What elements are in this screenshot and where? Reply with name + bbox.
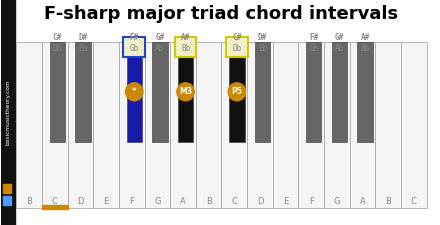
Bar bbox=[247, 42, 273, 208]
Text: Db: Db bbox=[232, 44, 242, 53]
Bar bbox=[357, 42, 373, 142]
Text: B: B bbox=[385, 196, 391, 205]
Bar bbox=[127, 42, 142, 142]
Text: Gb: Gb bbox=[130, 44, 139, 53]
Text: E: E bbox=[283, 196, 288, 205]
Bar bbox=[42, 205, 68, 209]
Bar bbox=[401, 42, 427, 208]
Text: G: G bbox=[154, 196, 161, 205]
Bar bbox=[229, 42, 245, 142]
Text: basicmusictheory.com: basicmusictheory.com bbox=[6, 80, 11, 145]
Text: Ab: Ab bbox=[155, 44, 165, 53]
Text: Eb: Eb bbox=[258, 44, 267, 53]
Text: F#: F# bbox=[309, 33, 319, 42]
Bar bbox=[42, 42, 68, 208]
Bar bbox=[226, 37, 248, 57]
Text: D#: D# bbox=[258, 33, 267, 42]
Bar bbox=[170, 42, 196, 208]
Text: P5: P5 bbox=[231, 87, 242, 96]
Bar bbox=[68, 42, 93, 208]
Text: Bb: Bb bbox=[360, 44, 370, 53]
Bar bbox=[93, 42, 119, 208]
Bar bbox=[196, 42, 221, 208]
Text: C: C bbox=[231, 196, 237, 205]
Bar bbox=[75, 42, 91, 142]
Text: C#: C# bbox=[53, 33, 62, 42]
Text: A#: A# bbox=[181, 33, 190, 42]
Bar bbox=[119, 42, 144, 208]
Text: A: A bbox=[359, 196, 365, 205]
Bar bbox=[50, 42, 65, 142]
Text: A: A bbox=[180, 196, 186, 205]
Bar bbox=[124, 37, 145, 57]
Bar bbox=[16, 42, 42, 208]
Text: F: F bbox=[129, 196, 134, 205]
Text: B: B bbox=[26, 196, 32, 205]
Bar bbox=[178, 42, 193, 142]
Text: B: B bbox=[206, 196, 212, 205]
Bar bbox=[1, 0, 15, 225]
Text: D: D bbox=[257, 196, 263, 205]
Text: Ab: Ab bbox=[335, 44, 344, 53]
Text: Eb: Eb bbox=[78, 44, 88, 53]
Bar bbox=[144, 42, 170, 208]
Bar bbox=[152, 42, 168, 142]
Text: C: C bbox=[411, 196, 417, 205]
Bar bbox=[3, 196, 11, 205]
Text: D#: D# bbox=[78, 33, 88, 42]
Text: G#: G# bbox=[155, 33, 165, 42]
Bar bbox=[175, 37, 196, 57]
Text: Gb: Gb bbox=[309, 44, 319, 53]
Text: F-sharp major triad chord intervals: F-sharp major triad chord intervals bbox=[44, 5, 399, 23]
Bar bbox=[298, 42, 324, 208]
Circle shape bbox=[228, 83, 246, 101]
Text: F#: F# bbox=[130, 33, 139, 42]
Text: M3: M3 bbox=[179, 87, 192, 96]
Circle shape bbox=[125, 83, 143, 101]
Text: A#: A# bbox=[360, 33, 370, 42]
Text: E: E bbox=[103, 196, 109, 205]
Bar bbox=[375, 42, 401, 208]
Bar bbox=[306, 42, 322, 142]
Bar bbox=[324, 42, 350, 208]
Bar bbox=[350, 42, 375, 208]
Text: G: G bbox=[334, 196, 340, 205]
Bar bbox=[3, 184, 11, 193]
Bar bbox=[273, 42, 298, 208]
Text: F: F bbox=[309, 196, 314, 205]
Text: Bb: Bb bbox=[181, 44, 190, 53]
Text: G#: G# bbox=[335, 33, 344, 42]
Circle shape bbox=[177, 83, 194, 101]
Bar bbox=[332, 42, 347, 142]
Text: C: C bbox=[52, 196, 58, 205]
Text: Db: Db bbox=[53, 44, 62, 53]
Text: D: D bbox=[77, 196, 84, 205]
Text: C#: C# bbox=[232, 33, 242, 42]
Bar bbox=[255, 42, 270, 142]
Bar bbox=[221, 42, 247, 208]
Text: *: * bbox=[132, 87, 136, 96]
